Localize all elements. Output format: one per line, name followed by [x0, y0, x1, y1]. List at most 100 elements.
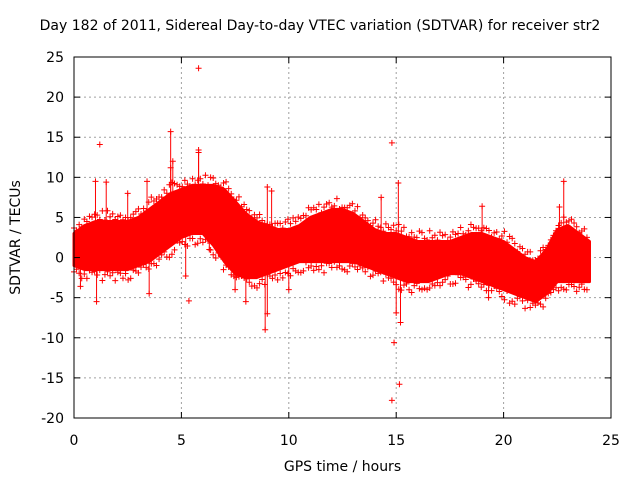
data-point [228, 271, 235, 278]
data-point [416, 228, 423, 235]
data-point [504, 287, 511, 294]
data-point [370, 272, 377, 279]
data-point [210, 174, 217, 181]
data-point [96, 267, 103, 274]
data-point [537, 301, 544, 308]
data-point [434, 237, 441, 244]
data-point [290, 214, 297, 221]
data-point [89, 269, 96, 276]
data-point [109, 269, 116, 276]
data-point [158, 251, 165, 258]
data-point [194, 177, 201, 184]
data-point [243, 275, 250, 282]
data-point [189, 175, 196, 182]
outlier-point [395, 179, 402, 186]
outlier-point [242, 298, 249, 305]
data-point [444, 272, 451, 279]
data-point [571, 220, 578, 227]
data-point [166, 254, 173, 261]
outlier-point [396, 381, 403, 388]
data-point [511, 301, 518, 308]
outlier-point [144, 178, 151, 185]
data-point [421, 285, 428, 292]
data-point [259, 217, 266, 224]
data-point [321, 204, 328, 211]
data-point [362, 268, 369, 275]
outlier-point [485, 294, 492, 301]
data-point [475, 280, 482, 287]
data-point [576, 284, 583, 291]
data-point [524, 297, 531, 304]
data-point [112, 277, 119, 284]
data-point [447, 234, 454, 241]
x-tick-label: 25 [602, 433, 620, 449]
data-point [398, 287, 405, 294]
data-point [256, 280, 263, 287]
data-point [179, 238, 186, 245]
data-point [380, 277, 387, 284]
data-point [135, 269, 142, 276]
data-point [73, 227, 80, 234]
data-point [534, 299, 541, 306]
data-point [241, 201, 248, 208]
data-point [135, 205, 142, 212]
data-point [207, 174, 214, 181]
data-point [491, 229, 498, 236]
data-point [388, 275, 395, 282]
outlier-point [560, 178, 567, 185]
data-point [437, 229, 444, 236]
data-point [333, 195, 340, 202]
data-point [331, 202, 338, 209]
data-point [390, 222, 397, 229]
data-point [274, 276, 281, 283]
outlier-point [92, 178, 99, 185]
data-point [277, 270, 284, 277]
data-point [125, 276, 132, 283]
data-point [382, 220, 389, 227]
data-point [282, 269, 289, 276]
data-point [331, 258, 338, 265]
data-point [455, 271, 462, 278]
data-point [473, 278, 480, 285]
data-point [199, 239, 206, 246]
data-point [429, 234, 436, 241]
data-point [220, 180, 227, 187]
outlier-point [391, 339, 398, 346]
data-point [377, 269, 384, 276]
data-point [527, 304, 534, 311]
data-point [132, 208, 139, 215]
data-point [357, 214, 364, 221]
data-point [112, 216, 119, 223]
data-point [400, 224, 407, 231]
outlier-point [378, 194, 385, 201]
y-tick-label: -15 [41, 371, 64, 387]
data-point [449, 280, 456, 287]
data-point [424, 237, 431, 244]
data-point [452, 231, 459, 238]
data-point [269, 275, 276, 282]
data-point [367, 273, 374, 280]
data-point [233, 197, 240, 204]
outlier-point [388, 139, 395, 146]
data-point [292, 267, 299, 274]
data-point [359, 264, 366, 271]
data-point [431, 282, 438, 289]
data-point [223, 178, 230, 185]
data-point [107, 213, 114, 220]
data-point [573, 223, 580, 230]
data-point [442, 276, 449, 283]
data-point [161, 186, 168, 193]
data-point [367, 222, 374, 229]
outlier-point [479, 203, 486, 210]
data-point [326, 260, 333, 267]
outlier-point [285, 286, 292, 293]
data-point [388, 226, 395, 233]
outlier-point [182, 273, 189, 280]
data-point [465, 227, 472, 234]
data-point [431, 232, 438, 239]
data-point [287, 220, 294, 227]
data-point [127, 275, 134, 282]
data-point [246, 279, 253, 286]
data-point [460, 230, 467, 237]
